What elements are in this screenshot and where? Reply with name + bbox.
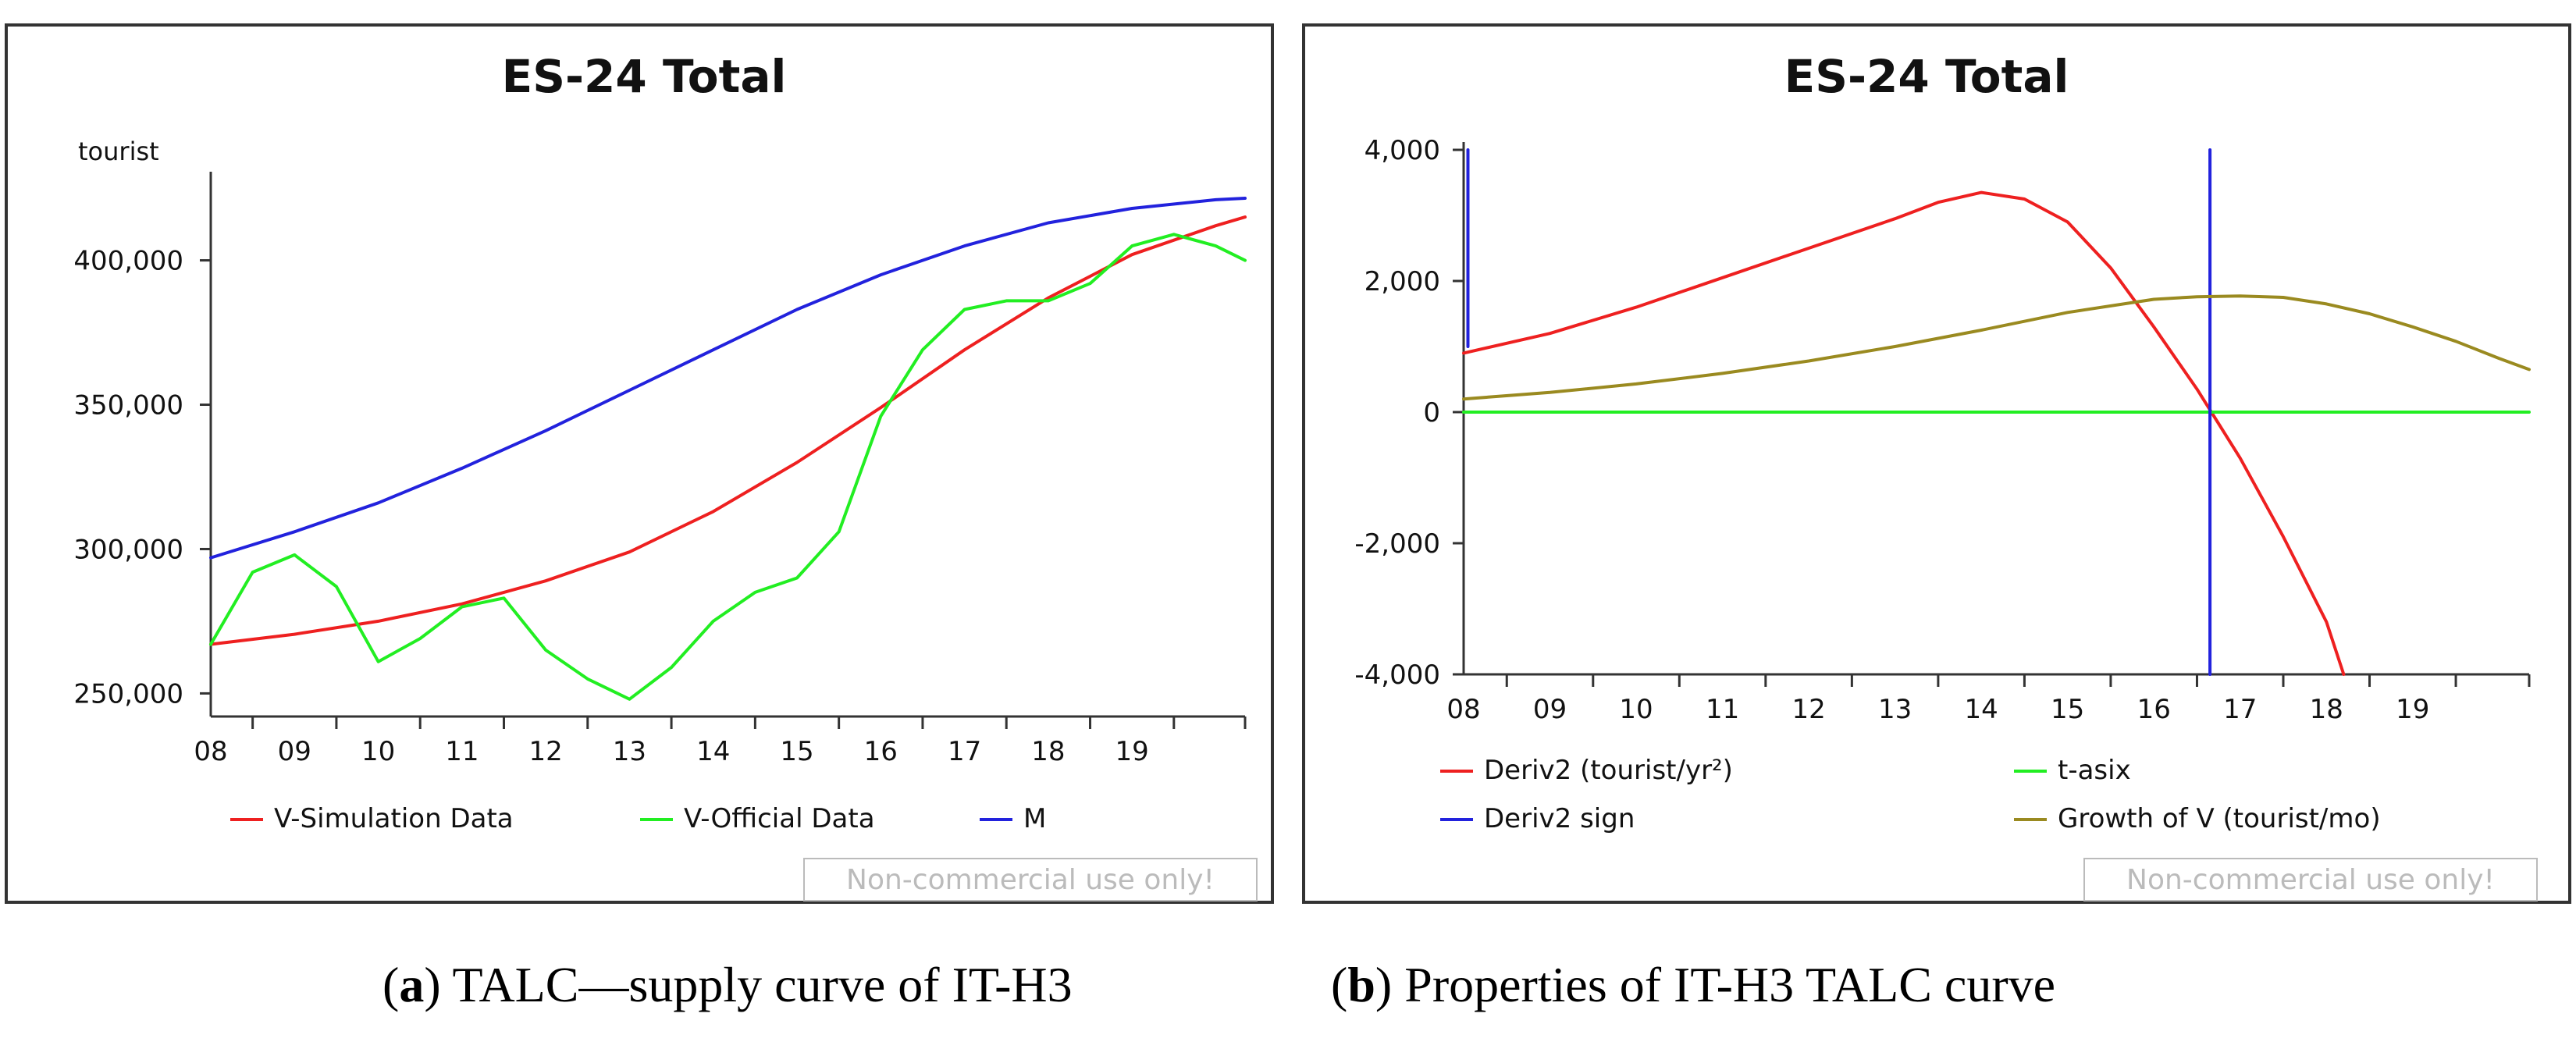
- panel-b-axes: -4,000 -2,000 0 2,000 4,000 08 09 10 11 12 13 14 15 1…: [1354, 135, 2531, 725]
- panel-a-frame: [5, 23, 1274, 904]
- caption-b: (b) Properties of IT-H3 TALC curve: [1331, 956, 2055, 1014]
- panel-a-y-tick-label: 250,000: [73, 678, 183, 709]
- panel-b-chart: ES-24 Total -4,000 -2,000 0 2,000 4,000 08 09 1…: [1302, 23, 2571, 904]
- panel-a-legend-item: V-Official Data: [640, 803, 875, 834]
- panel-b-x-tick-label: 17: [2223, 694, 2257, 725]
- caption-a-open: (: [382, 957, 400, 1012]
- panel-b-watermark-text: Non-commercial use only!: [2126, 864, 2495, 896]
- panel-a-y-tick-label: 300,000: [73, 534, 183, 565]
- panel-b-y-tick-label: -2,000: [1354, 528, 1440, 560]
- panel-b-legend-item: Deriv2 sign: [1440, 803, 1635, 834]
- panel-a-x-tick-label: 09: [278, 736, 311, 767]
- panel-a-y-tick-label: 400,000: [73, 246, 183, 277]
- panel-b-legend-label: t-asix: [2058, 755, 2131, 786]
- panel-b-legend-item: Deriv2 (tourist/yr²): [1440, 755, 1733, 786]
- panel-a-legend-item: V-Simulation Data: [230, 803, 514, 834]
- panel-a-x-tick-label: 19: [1115, 736, 1149, 767]
- panel-b-plot-area: [1462, 148, 2531, 676]
- panel-a-y-tick-label: 350,000: [73, 390, 183, 421]
- panel-b-y-tick-label: 2,000: [1364, 266, 1440, 297]
- panel-b-x-tick-label: 14: [1965, 694, 1998, 725]
- panel-a-plot-area: [209, 197, 1247, 701]
- panel-b-x-tick-label: 18: [2310, 694, 2343, 725]
- panel-a-series-v-simulation-data: [209, 215, 1247, 646]
- panel-a-x-tick-label: 11: [445, 736, 479, 767]
- panel-a-y-unit-label: tourist: [78, 137, 159, 166]
- caption-b-open: (: [1331, 957, 1348, 1012]
- panel-b-series-deriv2-tourist-yr: [1462, 190, 2346, 676]
- panel-b-legend-label: Deriv2 sign: [1484, 803, 1635, 834]
- panel-b-x-tick-label: 16: [2137, 694, 2171, 725]
- panel-b-frame: [1302, 23, 2571, 904]
- panel-a-x-tick-label: 08: [194, 736, 227, 767]
- panel-a-x-tick-label: 15: [780, 736, 813, 767]
- panel-a-x-tick-label: 18: [1031, 736, 1065, 767]
- caption-b-label: b: [1347, 957, 1375, 1012]
- panel-b-x-tick-label: 12: [1791, 694, 1825, 725]
- panel-a-chart: ES-24 Total tourist 250,000 300,000 350,00…: [5, 23, 1274, 904]
- panel-a-title: ES-24 Total: [502, 50, 787, 103]
- panel-a-legend-label: M: [1023, 803, 1046, 834]
- caption-b-text: Properties of IT-H3 TALC curve: [1392, 957, 2056, 1012]
- panel-a-x-tick-label: 17: [948, 736, 981, 767]
- panel-a-x-tick-label: 12: [529, 736, 563, 767]
- panel-a-series-v-official-data: [209, 233, 1247, 701]
- panel-b-watermark: Non-commercial use only!: [2083, 858, 2538, 901]
- panel-b-series-deriv2-sign: [1466, 148, 2212, 676]
- panel-a-watermark-text: Non-commercial use only!: [846, 864, 1215, 896]
- panel-b-x-tick-label: 19: [2396, 694, 2429, 725]
- panel-a-legend-item: M: [980, 803, 1046, 834]
- panel-b-x-tick-label: 11: [1706, 694, 1739, 725]
- caption-a: (a) TALC—supply curve of IT-H3: [382, 956, 1073, 1014]
- panel-b-legend-item: Growth of V (tourist/mo): [2014, 803, 2381, 834]
- panel-b-x-tick-label: 09: [1533, 694, 1567, 725]
- panel-a-series-m: [209, 197, 1247, 560]
- panel-b-x-tick-label: 13: [1878, 694, 1912, 725]
- caption-b-close: ): [1375, 957, 1393, 1012]
- caption-a-label: a: [399, 957, 425, 1012]
- panel-a-axes: 250,000 300,000 350,000 400,000 08 09 10 11 12 13…: [73, 172, 1247, 767]
- panel-a-legend-label: V-Simulation Data: [274, 803, 514, 834]
- panel-b-y-tick-label: 0: [1423, 397, 1440, 428]
- panel-b-legend-item: t-asix: [2014, 755, 2131, 786]
- panel-a-legend: V-Simulation Data V-Official Data M: [230, 803, 1046, 834]
- panel-a-x-tick-label: 16: [864, 736, 898, 767]
- caption-a-close: ): [424, 957, 441, 1012]
- panel-a-x-tick-label: 13: [613, 736, 646, 767]
- panel-b-legend-label: Deriv2 (tourist/yr²): [1484, 755, 1733, 786]
- panel-b-title: ES-24 Total: [1784, 50, 2069, 103]
- panel-b-legend-label: Growth of V (tourist/mo): [2058, 803, 2381, 834]
- panel-b-y-tick-label: 4,000: [1364, 135, 1440, 166]
- panel-b-series-growth-of-v-tourist-mo: [1462, 294, 2531, 401]
- panel-a-x-tick-label: 14: [696, 736, 730, 767]
- panel-b-x-tick-label: 08: [1446, 694, 1480, 725]
- panel-b-y-tick-label: -4,000: [1354, 660, 1440, 691]
- panel-b-x-tick-label: 15: [2051, 694, 2084, 725]
- panel-b-x-tick-label: 10: [1619, 694, 1653, 725]
- panel-a-legend-label: V-Official Data: [684, 803, 875, 834]
- panel-b-legend: Deriv2 (tourist/yr²) t-asix Deriv2 sign Gro…: [1440, 755, 2381, 834]
- panel-a-x-tick-label: 10: [361, 736, 395, 767]
- panel-a-watermark: Non-commercial use only!: [803, 858, 1258, 901]
- caption-a-text: TALC—supply curve of IT-H3: [440, 957, 1073, 1012]
